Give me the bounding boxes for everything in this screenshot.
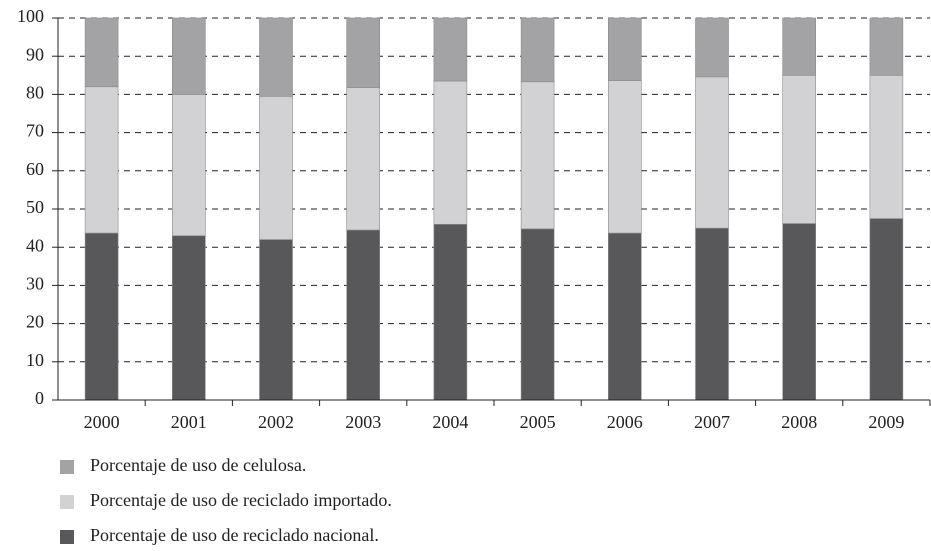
legend-label: Porcentaje de uso de reciclado importado… (90, 490, 392, 510)
x-tick-label: 2008 (781, 412, 817, 432)
bar-segment (607, 232, 642, 401)
bar-segment (172, 235, 206, 401)
bar-segment (520, 228, 555, 401)
bar-segment (782, 223, 817, 401)
legend-swatch (60, 495, 74, 509)
bar-segment (520, 17, 555, 83)
bar-segment (259, 96, 293, 240)
y-tick-label: 90 (26, 44, 44, 64)
bar-segment (172, 94, 206, 237)
legend-label: Porcentaje de uso de reciclado nacional. (90, 525, 379, 545)
bar-segment (433, 17, 468, 82)
y-tick-label: 0 (35, 388, 44, 408)
x-tick-label: 2009 (868, 412, 904, 432)
x-tick-label: 2002 (258, 412, 294, 432)
bar-segment (869, 17, 904, 76)
y-tick-label: 60 (26, 159, 44, 179)
bar-segment (520, 81, 555, 230)
y-tick-label: 100 (17, 6, 44, 26)
x-tick-label: 2000 (84, 412, 120, 432)
bar-segment (695, 227, 729, 401)
x-tick-label: 2005 (520, 412, 556, 432)
bar-segment (607, 17, 642, 81)
y-tick-label: 10 (26, 350, 44, 370)
legend-swatch (60, 460, 74, 474)
x-tick-label: 2003 (345, 412, 381, 432)
bar-segment (259, 239, 293, 401)
bar-segment (346, 87, 381, 231)
bar-segment (172, 17, 206, 95)
bar-segment (84, 232, 119, 401)
y-tick-label: 70 (26, 121, 44, 141)
x-tick-label: 2001 (171, 412, 207, 432)
y-tick-label: 80 (26, 83, 44, 103)
bar-segment (259, 17, 293, 97)
y-tick-label: 20 (26, 312, 44, 332)
x-tick-label: 2004 (432, 412, 468, 432)
y-tick-label: 40 (26, 235, 44, 255)
legend-swatch (60, 530, 74, 544)
legend-label: Porcentaje de uso de celulosa. (90, 455, 306, 475)
bar-segment (782, 75, 817, 224)
bar-segment (695, 17, 729, 78)
bar-segment (869, 75, 904, 219)
bar-segment (346, 17, 381, 88)
bar-segment (695, 76, 729, 229)
bar-segment (607, 80, 642, 234)
y-tick-label: 50 (26, 197, 44, 217)
bar-segment (346, 229, 381, 401)
x-tick-label: 2006 (607, 412, 643, 432)
bar-segment (869, 218, 904, 401)
bar-segment (433, 223, 468, 401)
y-tick-label: 30 (26, 274, 44, 294)
bar-segment (84, 17, 119, 88)
bar-segment (782, 17, 817, 76)
bar-segment (84, 86, 119, 234)
bar-segment (433, 80, 468, 225)
x-tick-label: 2007 (694, 412, 730, 432)
